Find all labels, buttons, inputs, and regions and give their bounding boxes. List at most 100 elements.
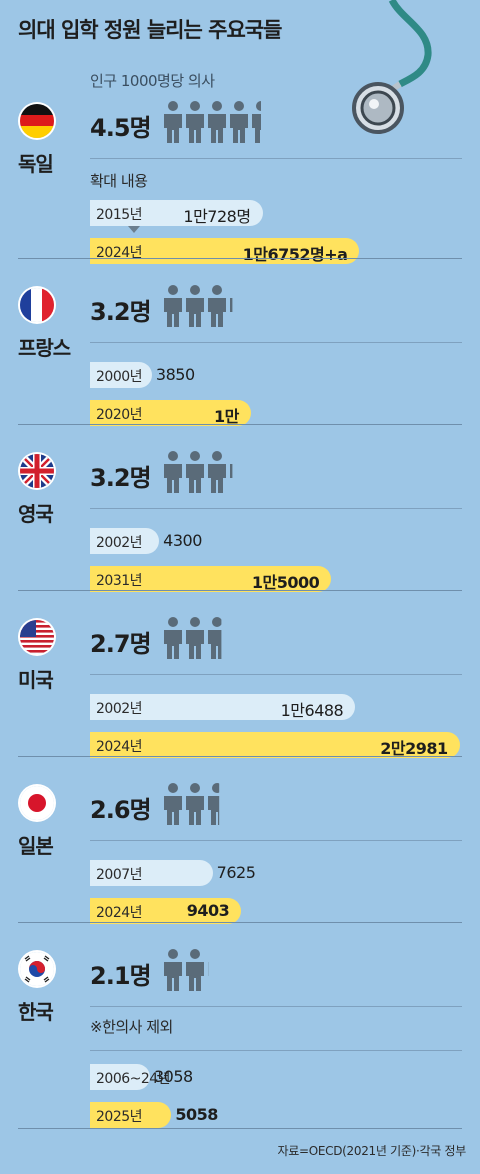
person-icon [186, 451, 204, 493]
after-value: 1만6752명+a [242, 245, 348, 264]
person-icon [164, 949, 182, 991]
country-name: 독일 [18, 152, 54, 176]
section-divider [18, 756, 462, 757]
after-year: 2024년 [96, 739, 143, 755]
doctor-ratio-people-icons [162, 948, 228, 992]
after-bar: 2025년 5058 [90, 1102, 218, 1128]
before-value: 7625 [216, 863, 256, 882]
doctor-ratio-people-icons [162, 100, 272, 144]
country-name: 미국 [18, 668, 54, 692]
person-icon [230, 464, 233, 478]
before-bar: 2007년 7625 [90, 860, 256, 886]
doctor-ratio: 3.2명 [90, 464, 152, 492]
after-bar: 2031년 1만5000 [90, 566, 332, 592]
before-bar: 2002년 1만6488 [90, 694, 356, 720]
person-icon [186, 949, 204, 991]
after-year: 2031년 [96, 573, 143, 589]
after-year: 2025년 [96, 1109, 143, 1125]
sub-divider [90, 508, 462, 509]
before-value: 1만6488 [280, 701, 344, 720]
person-icon [164, 451, 182, 493]
doctor-ratio: 2.6명 [90, 796, 152, 824]
after-value: 1만5000 [251, 573, 320, 592]
person-icon [186, 101, 204, 143]
person-icon [208, 783, 220, 825]
before-year: 2000년 [96, 369, 143, 385]
page-title: 의대 입학 정원 늘리는 주요국들 [18, 18, 282, 42]
doctor-ratio: 4.5명 [90, 114, 152, 142]
after-value: 2만2981 [380, 739, 448, 758]
doctor-ratio-people-icons [162, 782, 228, 826]
doctor-ratio: 3.2명 [90, 298, 152, 326]
doctor-ratio-people-icons [162, 450, 250, 494]
country-name: 영국 [18, 502, 54, 526]
sub-divider [90, 840, 462, 841]
country-name: 한국 [18, 1000, 54, 1024]
person-icon [164, 101, 182, 143]
germany-flag-icon [20, 104, 54, 138]
person-icon [230, 298, 233, 312]
person-icon [208, 451, 226, 493]
us-flag-icon [20, 620, 54, 654]
before-bar: 2006~24년 3058 [90, 1064, 193, 1090]
person-icon [208, 962, 209, 976]
after-value: 5058 [175, 1105, 218, 1124]
person-icon [164, 783, 182, 825]
note-text: ※한의사 제외 [90, 1018, 173, 1036]
stethoscope-icon [352, 0, 432, 134]
before-value: 3058 [154, 1067, 193, 1086]
japan-flag-icon [20, 786, 54, 820]
before-value: 3850 [155, 365, 195, 384]
per-capita-label: 인구 1000명당 의사 [90, 72, 215, 90]
before-year: 2002년 [96, 701, 143, 717]
korea-flag-icon [20, 952, 54, 986]
after-value: 1만 [214, 407, 239, 426]
before-year: 2006~24년 [96, 1071, 171, 1087]
after-bar: 2024년 9403 [90, 898, 242, 924]
before-bar: 2002년 4300 [90, 528, 202, 554]
after-bar: 2024년 1만6752명+a [90, 238, 360, 264]
person-icon [208, 617, 222, 659]
person-icon [186, 617, 204, 659]
person-icon [164, 285, 182, 327]
expansion-label: 확대 내용 [90, 172, 148, 190]
person-icon [164, 617, 182, 659]
person-icon [186, 783, 204, 825]
sub-divider [90, 1050, 462, 1051]
doctor-ratio: 2.7명 [90, 630, 152, 658]
person-icon [186, 285, 204, 327]
sub-divider [90, 158, 462, 159]
after-value: 9403 [186, 901, 230, 920]
france-flag-icon [20, 288, 54, 322]
section-divider [18, 590, 462, 591]
country-name: 일본 [18, 834, 54, 858]
after-year: 2024년 [96, 245, 143, 261]
section-divider [18, 922, 462, 923]
doctor-ratio-people-icons [162, 284, 250, 328]
section-divider [18, 258, 462, 259]
after-bar: 2020년 1만 [90, 400, 251, 426]
doctor-ratio: 2.1명 [90, 962, 152, 990]
before-value: 4300 [163, 531, 202, 550]
after-bar: 2024년 2만2981 [90, 732, 460, 758]
before-bar: 2000년 3850 [90, 362, 195, 388]
section-divider [18, 1128, 462, 1129]
person-icon [230, 101, 248, 143]
pointer-marker [128, 226, 140, 233]
sub-divider [90, 342, 462, 343]
country-name: 프랑스 [18, 336, 71, 360]
sub-divider [90, 674, 462, 675]
person-icon [208, 101, 226, 143]
before-year: 2002년 [96, 535, 143, 551]
source-note: 자료=OECD(2021년 기준)·각국 정부 [277, 1144, 466, 1158]
sub-divider [90, 1006, 462, 1007]
before-value: 1만728명 [183, 207, 251, 226]
person-icon [208, 285, 226, 327]
before-year: 2007년 [96, 867, 143, 883]
before-year: 2015년 [96, 207, 143, 223]
person-icon [252, 101, 261, 143]
doctor-ratio-people-icons [162, 616, 228, 660]
after-year: 2024년 [96, 905, 143, 921]
before-bar: 2015년 1만728명 [90, 200, 263, 226]
